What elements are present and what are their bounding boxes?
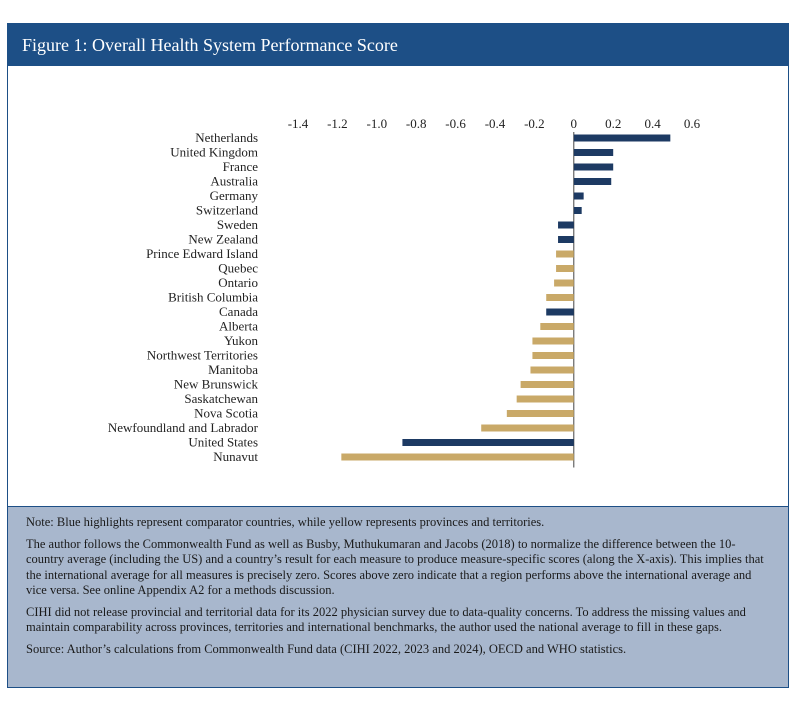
bar xyxy=(573,207,582,214)
category-label: Northwest Territories xyxy=(147,348,258,363)
bar xyxy=(573,163,614,171)
category-label: Newfoundland and Labrador xyxy=(108,420,259,435)
bar xyxy=(532,337,574,345)
category-label: Sweden xyxy=(217,217,259,232)
category-label: Canada xyxy=(219,304,258,319)
x-tick-label: -1.2 xyxy=(327,116,348,131)
bar xyxy=(554,279,574,287)
bar xyxy=(573,178,612,185)
bar xyxy=(506,410,574,417)
bar xyxy=(558,221,574,229)
x-tick-label: -0.8 xyxy=(406,116,427,131)
bar xyxy=(546,294,574,301)
bar xyxy=(540,323,574,330)
category-label: Switzerland xyxy=(196,203,259,218)
category-label: Australia xyxy=(210,174,258,189)
x-tick-label: 0 xyxy=(571,116,578,131)
bar xyxy=(556,265,574,272)
bar xyxy=(516,395,574,403)
bar xyxy=(530,366,574,374)
category-label: Manitoba xyxy=(208,362,258,377)
category-label: Prince Edward Island xyxy=(146,246,258,261)
category-label: United Kingdom xyxy=(170,145,258,160)
figure-title: Figure 1: Overall Health System Performa… xyxy=(8,24,788,66)
x-tick-label: 0.2 xyxy=(605,116,621,131)
category-label: New Brunswick xyxy=(174,377,259,392)
bar xyxy=(402,439,574,446)
category-label: Quebec xyxy=(218,261,258,276)
x-tick-label: 0.6 xyxy=(684,116,701,131)
category-label: Ontario xyxy=(218,275,258,290)
category-label: New Zealand xyxy=(188,232,258,247)
category-label: Netherlands xyxy=(195,130,258,145)
bar-chart: -1.4 -1.2 -1.0 -0.8 -0.6 -0.4 -0.2 0 0.2 0.4 0.6 Ne… xyxy=(108,116,701,468)
note-legend: Note: Blue highlights represent comparat… xyxy=(26,515,545,529)
bar xyxy=(573,134,671,142)
bar xyxy=(546,308,574,316)
chart-area: -1.4 -1.2 -1.0 -0.8 -0.6 -0.4 -0.2 0 0.2 0.4 0.6 Ne… xyxy=(8,66,788,506)
bar xyxy=(558,236,574,243)
category-label: Saskatchewan xyxy=(184,391,258,406)
category-label: Nunavut xyxy=(213,449,258,464)
category-label: British Columbia xyxy=(168,290,258,305)
category-label: Germany xyxy=(210,188,259,203)
bar xyxy=(573,149,614,156)
x-tick-label: -0.6 xyxy=(445,116,466,131)
note-methods: The author follows the Commonwealth Fund… xyxy=(26,536,764,598)
category-label: Alberta xyxy=(219,319,258,334)
bar xyxy=(556,250,574,258)
category-label: Nova Scotia xyxy=(194,406,258,421)
bar xyxy=(481,424,574,432)
x-tick-label: -0.4 xyxy=(485,116,506,131)
bar xyxy=(341,453,574,461)
x-tick-label: -1.4 xyxy=(288,116,309,131)
x-tick-label: -0.2 xyxy=(524,116,545,131)
bar xyxy=(520,381,574,388)
category-label: United States xyxy=(188,435,258,450)
bar xyxy=(573,192,584,200)
note-missing-data: CIHI did not release provincial and terr… xyxy=(26,604,746,635)
category-label: Yukon xyxy=(224,333,258,348)
x-tick-label: -1.0 xyxy=(367,116,388,131)
figure-frame: Figure 1: Overall Health System Performa… xyxy=(7,23,789,688)
bar xyxy=(532,352,574,359)
note-source: Source: Author’s calculations from Commo… xyxy=(26,641,627,656)
x-tick-label: 0.4 xyxy=(644,116,661,131)
category-label: France xyxy=(223,159,259,174)
notes-panel: Note: Blue highlights represent comparat… xyxy=(8,506,788,687)
